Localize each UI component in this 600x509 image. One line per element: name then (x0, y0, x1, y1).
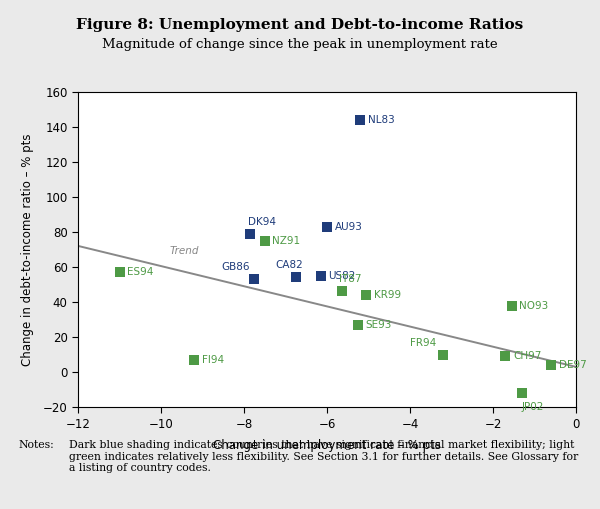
Point (291, 273, 301, 281)
Point (115, 268, 124, 276)
Point (355, 116, 365, 124)
Point (500, 352, 510, 360)
X-axis label: Change in unemployment rate – % pts: Change in unemployment rate – % pts (213, 439, 441, 452)
Text: AU93: AU93 (334, 221, 362, 232)
Text: DE97: DE97 (559, 360, 586, 370)
Text: Notes:: Notes: (18, 440, 54, 450)
Text: KR99: KR99 (374, 290, 401, 300)
Text: NZ91: NZ91 (272, 236, 301, 246)
Text: GB86: GB86 (221, 262, 250, 272)
Point (547, 361, 556, 369)
Point (507, 301, 517, 309)
Text: FR94: FR94 (410, 337, 436, 348)
Point (353, 321, 363, 329)
Point (245, 230, 255, 238)
Text: Magnitude of change since the peak in unemployment rate: Magnitude of change since the peak in un… (102, 38, 498, 51)
Point (190, 356, 199, 364)
Text: Trend: Trend (169, 246, 199, 257)
Text: FI94: FI94 (202, 355, 224, 365)
Point (260, 237, 269, 245)
Y-axis label: Change in debt-to-income ratio – % pts: Change in debt-to-income ratio – % pts (22, 133, 35, 365)
Text: US82: US82 (328, 271, 356, 280)
Text: JP02: JP02 (522, 402, 544, 412)
Text: SE93: SE93 (365, 320, 392, 330)
Text: IT87: IT87 (340, 274, 362, 285)
Point (316, 272, 326, 280)
Text: Figure 8: Unemployment and Debt-to-income Ratios: Figure 8: Unemployment and Debt-to-incom… (76, 18, 524, 32)
Point (250, 275, 259, 284)
Text: ES94: ES94 (127, 267, 154, 277)
Text: CA82: CA82 (275, 261, 303, 270)
Text: NL83: NL83 (368, 115, 394, 125)
Text: Dark blue shading indicates countries that have significant financial market fle: Dark blue shading indicates countries th… (69, 440, 578, 473)
Text: DK94: DK94 (248, 217, 276, 227)
Text: CH97: CH97 (513, 351, 541, 361)
Point (362, 291, 371, 299)
Point (517, 389, 527, 397)
Text: NO93: NO93 (519, 300, 548, 310)
Point (322, 222, 332, 231)
Point (337, 288, 346, 296)
Point (439, 351, 448, 359)
